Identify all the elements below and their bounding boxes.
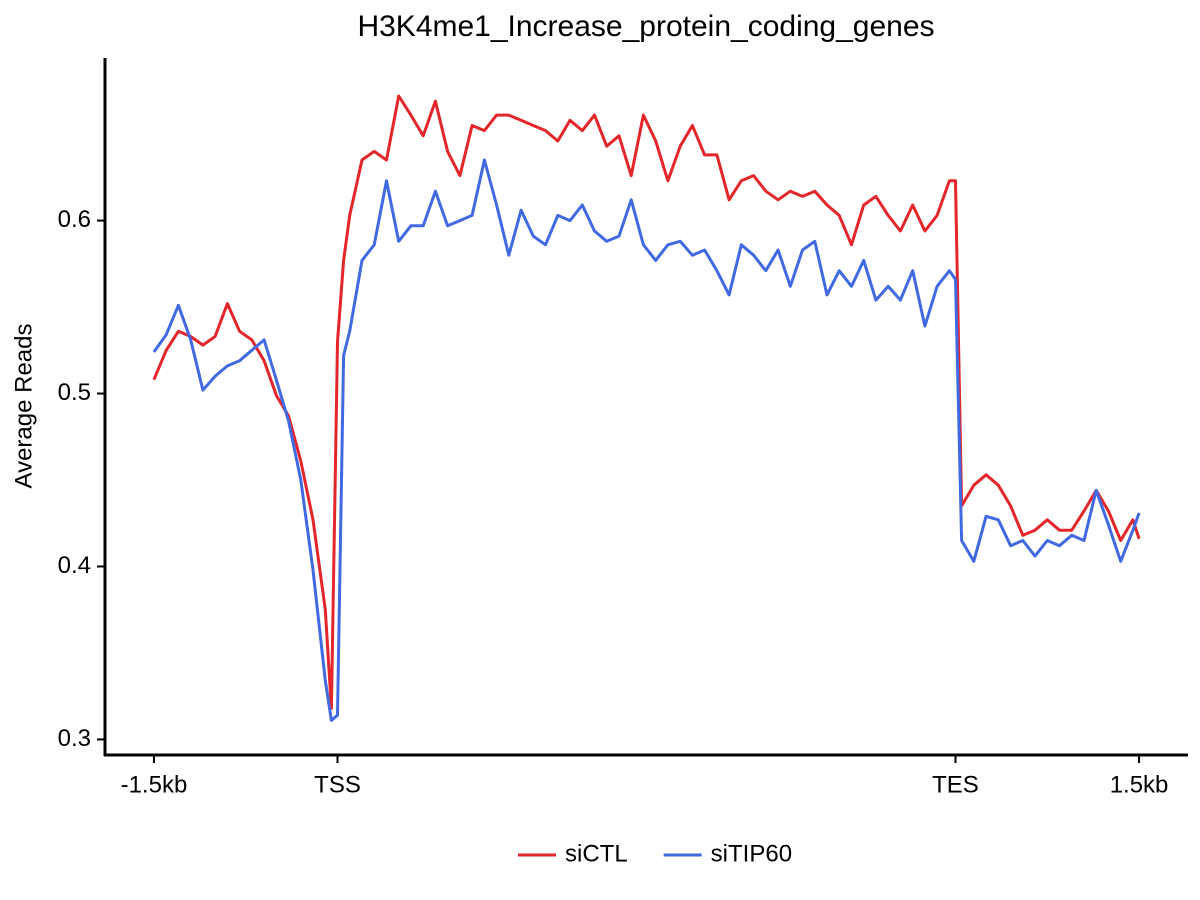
series-line [152,94,1141,710]
y-tick-label: 0.4 [58,552,91,579]
y-tick-label: 0.3 [58,725,91,752]
x-tick-label: 1.5kb [1110,771,1169,798]
legend-label: siTIP60 [711,840,792,867]
legend-label: siCTL [565,840,628,867]
series-line [152,158,1141,722]
x-tick-label: TES [932,771,979,798]
y-axis-label: Average Reads [10,324,37,489]
chart-title: H3K4me1_Increase_protein_coding_genes [357,10,934,43]
x-tick-label: -1.5kb [121,771,188,798]
x-tick-label: TSS [314,771,361,798]
y-tick-label: 0.6 [58,206,91,233]
y-tick-label: 0.5 [58,379,91,406]
